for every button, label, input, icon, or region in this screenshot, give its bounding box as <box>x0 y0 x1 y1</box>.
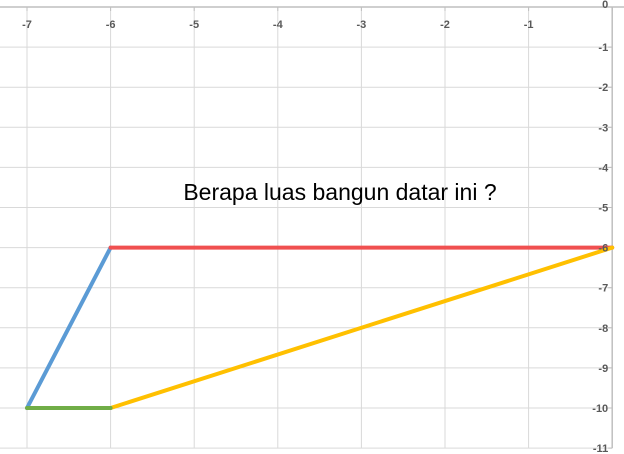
x-tick-label: -6 <box>106 19 116 31</box>
y-tick-label: -10 <box>592 403 608 415</box>
x-tick-label: -5 <box>189 19 199 31</box>
series-line-1 <box>25 245 113 410</box>
y-tick-label: -6 <box>598 243 608 255</box>
x-tick-label: -1 <box>524 19 534 31</box>
x-tick-label: -3 <box>357 19 367 31</box>
x-tick-label: -7 <box>22 19 32 31</box>
y-tick-label: -3 <box>598 122 608 134</box>
tick-labels: -7 -6 -5 -4 -3 -2 -10-1-2-3-4-5-6-7-8-9-10-11 <box>22 0 609 454</box>
x-tick-label: -4 <box>273 19 284 31</box>
y-tick-label: 0 <box>602 0 608 11</box>
y-tick-label: -9 <box>598 363 608 375</box>
gridlines <box>0 7 613 449</box>
y-tick-label: -7 <box>598 283 608 295</box>
y-tick-label: -8 <box>598 323 608 335</box>
y-tick-label: -5 <box>598 203 608 215</box>
series-lines <box>25 245 615 410</box>
y-tick-label: -2 <box>598 82 608 94</box>
y-tick-label: -11 <box>593 443 608 454</box>
axes <box>0 6 624 449</box>
series-line-3 <box>108 245 615 410</box>
y-tick-label: -4 <box>598 162 609 174</box>
x-tick-label: -2 <box>440 19 450 31</box>
y-tick-label: -1 <box>598 42 608 54</box>
annotation-question: Berapa luas bangun datar ini ? <box>183 179 496 205</box>
